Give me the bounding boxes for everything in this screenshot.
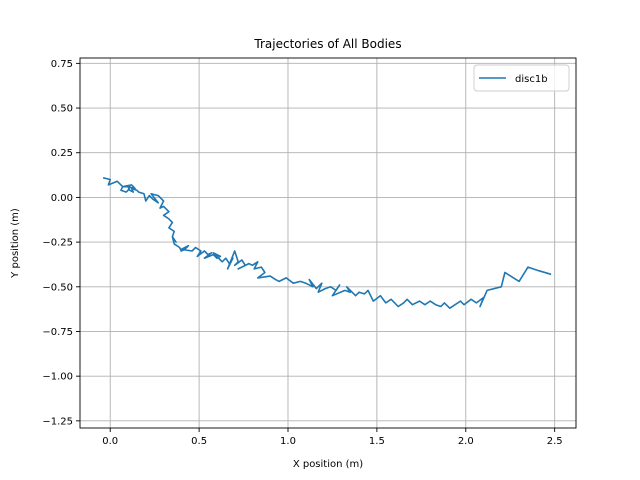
chart-title: Trajectories of All Bodies <box>253 37 401 51</box>
x-tick-label: 1.0 <box>280 436 296 447</box>
y-tick-label: −0.50 <box>42 282 73 293</box>
series-layer <box>102 177 552 310</box>
y-tick-label: 0.75 <box>51 59 73 70</box>
x-tick-label: 1.5 <box>369 436 385 447</box>
y-tick-label: −1.00 <box>42 372 73 383</box>
y-tick-label: 0.50 <box>51 104 73 115</box>
legend: disc1b <box>473 64 570 92</box>
series-line-disc1b <box>102 177 552 310</box>
x-axis-label: X position (m) <box>293 459 363 470</box>
y-tick-label: −0.75 <box>42 327 73 338</box>
x-tick-label: 2.5 <box>547 436 563 447</box>
y-tick-label: −0.25 <box>42 238 73 249</box>
x-tick-label: 0.0 <box>102 436 118 447</box>
plot-frame <box>79 57 577 429</box>
legend-label-disc1b: disc1b <box>515 74 548 85</box>
y-tick-label: 0.00 <box>51 193 73 204</box>
y-axis-label: Y position (m) <box>10 208 21 279</box>
legend-box <box>473 64 570 92</box>
grid-layer <box>80 58 576 428</box>
y-tick-label: −1.25 <box>42 416 73 427</box>
x-tick-label: 0.5 <box>191 436 207 447</box>
x-tick-label: 2.0 <box>458 436 474 447</box>
tick-layer: 0.0 0.5 1.0 1.5 2.0 2.5 −1.25 −1.00 −0.75 −0.50 −0… <box>42 59 562 447</box>
y-tick-label: 0.25 <box>51 148 73 159</box>
